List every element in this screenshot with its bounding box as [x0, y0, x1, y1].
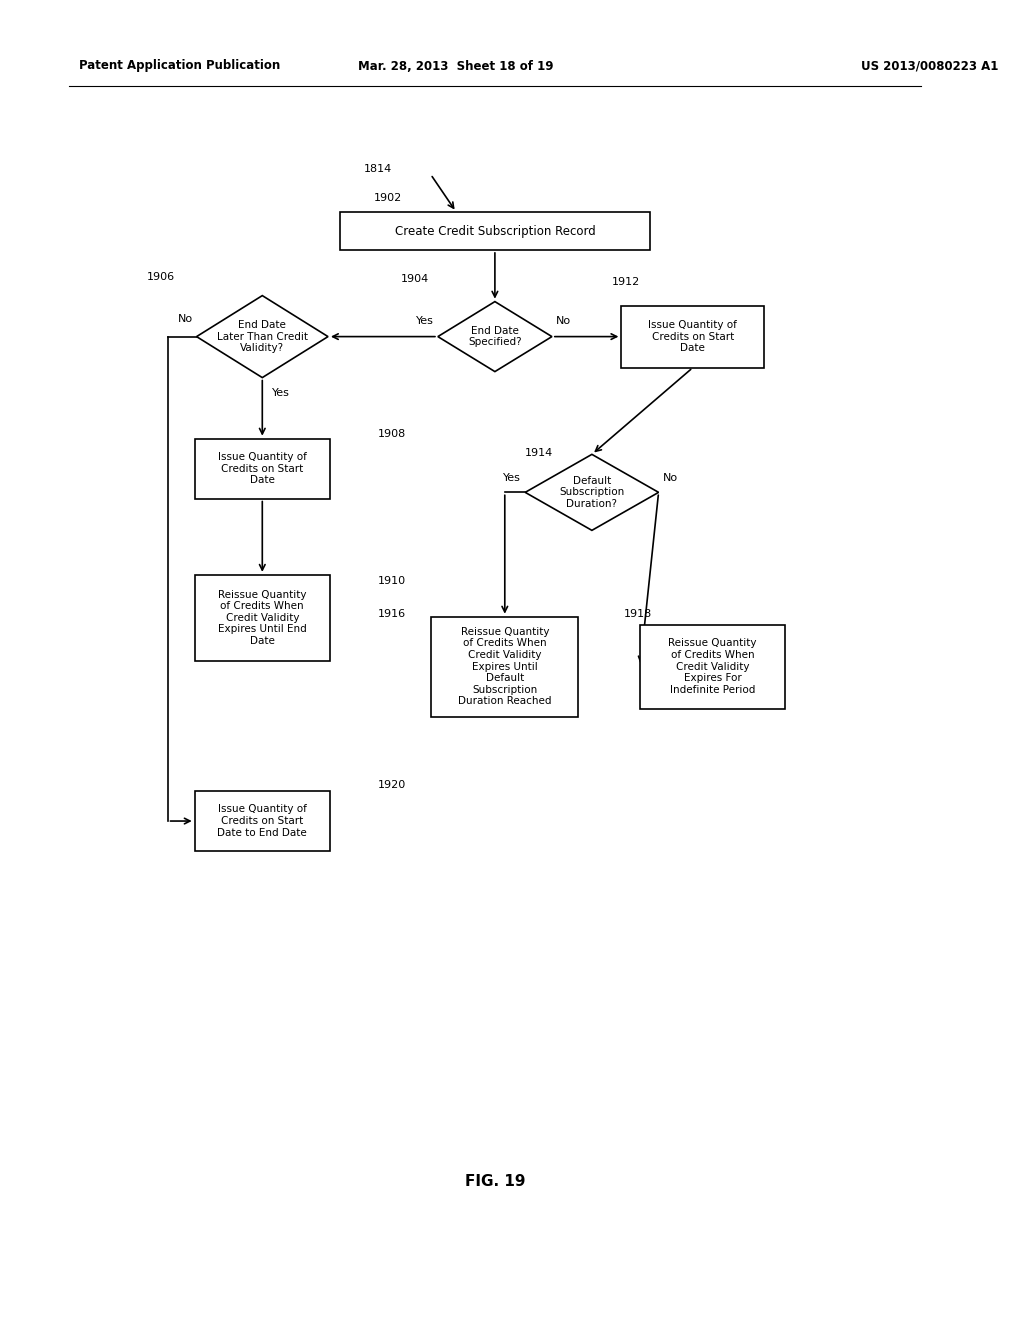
- Text: Mar. 28, 2013  Sheet 18 of 19: Mar. 28, 2013 Sheet 18 of 19: [357, 59, 553, 73]
- Bar: [640, 624, 785, 709]
- Text: Reissue Quantity
of Credits When
Credit Validity
Expires Until
Default
Subscript: Reissue Quantity of Credits When Credit …: [458, 627, 552, 706]
- Bar: [340, 213, 649, 249]
- Text: 1902: 1902: [374, 193, 402, 203]
- Text: End Date
Specified?: End Date Specified?: [468, 326, 521, 347]
- Polygon shape: [438, 301, 552, 372]
- Text: 1918: 1918: [624, 609, 652, 619]
- Text: 1908: 1908: [378, 429, 407, 440]
- Text: US 2013/0080223 A1: US 2013/0080223 A1: [861, 59, 998, 73]
- Text: 1906: 1906: [146, 272, 175, 282]
- Text: 1814: 1814: [365, 164, 392, 174]
- Polygon shape: [197, 296, 328, 378]
- Text: Yes: Yes: [504, 474, 521, 483]
- Text: Issue Quantity of
Credits on Start
Date: Issue Quantity of Credits on Start Date: [218, 451, 307, 486]
- Text: No: No: [556, 315, 571, 326]
- Text: 1916: 1916: [378, 609, 407, 619]
- Text: Patent Application Publication: Patent Application Publication: [79, 59, 281, 73]
- Text: Yes: Yes: [272, 388, 290, 397]
- Text: No: No: [663, 474, 678, 483]
- Text: 1912: 1912: [611, 277, 640, 288]
- Text: Yes: Yes: [416, 315, 434, 326]
- Text: 1904: 1904: [400, 273, 429, 284]
- Polygon shape: [525, 454, 658, 531]
- Bar: [195, 438, 330, 499]
- Text: End Date
Later Than Credit
Validity?: End Date Later Than Credit Validity?: [217, 319, 308, 354]
- Text: No: No: [177, 314, 193, 323]
- Text: Create Credit Subscription Record: Create Credit Subscription Record: [394, 224, 595, 238]
- Bar: [431, 616, 579, 717]
- Text: FIG. 19: FIG. 19: [465, 1173, 525, 1189]
- Text: Reissue Quantity
of Credits When
Credit Validity
Expires For
Indefinite Period: Reissue Quantity of Credits When Credit …: [669, 639, 757, 694]
- Text: 1920: 1920: [378, 780, 407, 791]
- Text: Default
Subscription
Duration?: Default Subscription Duration?: [559, 475, 625, 510]
- Text: 1914: 1914: [524, 447, 553, 458]
- Bar: [195, 791, 330, 851]
- Bar: [622, 306, 764, 367]
- Text: Issue Quantity of
Credits on Start
Date: Issue Quantity of Credits on Start Date: [648, 319, 737, 354]
- Text: Reissue Quantity
of Credits When
Credit Validity
Expires Until End
Date: Reissue Quantity of Credits When Credit …: [218, 590, 306, 645]
- Text: 1910: 1910: [378, 576, 407, 586]
- Bar: [195, 574, 330, 661]
- Text: Issue Quantity of
Credits on Start
Date to End Date: Issue Quantity of Credits on Start Date …: [217, 804, 307, 838]
